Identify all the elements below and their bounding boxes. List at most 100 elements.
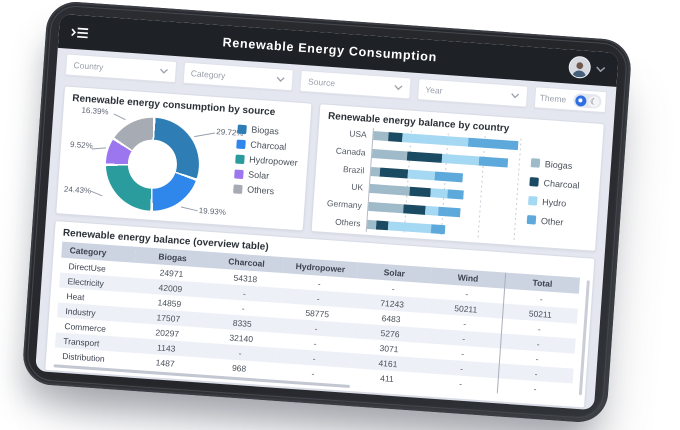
light-mode-icon	[574, 94, 587, 107]
bar-segment	[438, 206, 462, 218]
filter-label: Source	[307, 76, 336, 89]
bar-category-label: Germany	[326, 198, 363, 211]
callout-label: 9.52%	[69, 139, 94, 151]
legend-item: Others	[232, 183, 296, 197]
callout-line	[91, 147, 106, 150]
dashboard-content: Renewable energy consumption by source 2…	[35, 79, 614, 410]
filter-label: Country	[73, 59, 104, 73]
legend-item: Hydropower	[234, 153, 299, 168]
stacked-bar	[368, 202, 517, 221]
legend-label: Charcoal	[249, 139, 287, 152]
filter-bar: Country Category Source	[56, 48, 617, 118]
plot-area	[366, 128, 523, 243]
legend-label: Hydropower	[248, 154, 299, 168]
chevron-down-icon	[159, 68, 168, 75]
callout-line	[194, 132, 216, 138]
legend-label: Other	[540, 215, 564, 228]
bar-segment	[388, 132, 403, 143]
bar-chart-card: Renewable energy balance by country USA C…	[310, 103, 605, 252]
bar-segment	[373, 131, 389, 142]
user-menu[interactable]	[567, 55, 606, 81]
legend-swatch	[529, 177, 539, 187]
legend-swatch	[237, 124, 247, 134]
callout-line	[113, 113, 126, 121]
chevron-down-icon	[276, 76, 285, 83]
bar-segment	[369, 184, 411, 197]
legend-item: Solar	[233, 168, 297, 182]
source-filter-dropdown[interactable]: Source	[299, 69, 412, 100]
legend-label: Others	[246, 184, 275, 197]
legend-label: Hydro	[541, 196, 567, 209]
bar-segment	[430, 224, 445, 235]
legend-item: Biogas	[530, 158, 594, 172]
legend-label: Biogas	[251, 124, 280, 137]
stacked-bar	[373, 131, 522, 151]
bar-segment	[430, 188, 448, 199]
legend-swatch	[234, 153, 245, 164]
bar-segment	[401, 133, 469, 147]
bar-segment	[409, 187, 432, 198]
vertical-scrollbar[interactable]	[578, 280, 590, 396]
legend-swatch	[527, 196, 538, 206]
legend-item: Biogas	[237, 124, 300, 138]
bar-segment	[434, 171, 464, 183]
legend-label: Biogas	[544, 158, 573, 171]
donut-chart: 29.72% 19.93% 24.43% 9.52% 16.39% Biogas…	[64, 105, 302, 227]
callout-label: 19.93%	[198, 206, 227, 217]
donut-chart-card: Renewable energy consumption by source 2…	[55, 85, 313, 232]
bar-segment	[468, 137, 518, 151]
year-filter-dropdown[interactable]: Year	[416, 78, 529, 108]
callout-label: 16.39%	[81, 105, 109, 117]
legend-swatch	[232, 183, 243, 194]
chevron-down-icon	[510, 93, 520, 100]
bar-category-label: UK	[350, 182, 364, 193]
bar-segment	[408, 169, 436, 181]
donut-ring	[102, 114, 203, 214]
category-filter-dropdown[interactable]: Category	[182, 61, 294, 92]
chevron-down-icon[interactable]	[595, 65, 606, 73]
y-axis-labels: USA Canada Brazil UK Germany Others	[320, 125, 373, 232]
table-card: Renewable energy balance (overview table…	[44, 220, 596, 409]
bar-segment	[368, 202, 404, 214]
bar-category-label: Brazil	[342, 163, 365, 176]
legend-label: Charcoal	[543, 177, 580, 191]
app-bar: Renewable Energy Consumption	[57, 13, 619, 87]
bar-chart: USA Canada Brazil UK Germany Others Biogas Cha…	[320, 125, 594, 247]
donut-legend: Biogas Charcoal Hydropower Solar Others	[232, 124, 300, 198]
legend-item: Hydro	[527, 196, 591, 210]
bar-segment	[424, 206, 439, 216]
moon-icon: ☾	[587, 95, 600, 108]
legend-item: Charcoal	[236, 139, 299, 153]
theme-toggle[interactable]: ☾	[572, 92, 602, 109]
legend-item: Charcoal	[529, 177, 592, 191]
callout-line	[90, 190, 103, 197]
bar-category-label: Others	[334, 216, 361, 229]
bar-segment	[376, 220, 389, 231]
bar-segment	[372, 148, 407, 161]
bar-category-label: USA	[349, 128, 368, 140]
stacked-bar	[370, 166, 520, 186]
theme-control: Theme ☾	[533, 86, 608, 114]
bar-segment	[441, 153, 480, 166]
stacked-bar	[367, 219, 516, 239]
dashboard-screen: Renewable Energy Consumption	[35, 13, 619, 411]
bar-segment	[402, 204, 426, 216]
legend-item: Other	[526, 214, 590, 228]
filter-label: Category	[190, 68, 226, 81]
legend-swatch	[236, 139, 246, 149]
legend-swatch	[526, 214, 537, 225]
bar-legend: Biogas Charcoal Hydro Other	[515, 138, 594, 247]
legend-label: Solar	[247, 169, 270, 181]
stacked-bar	[369, 184, 519, 203]
callout-line	[180, 206, 198, 212]
legend-swatch	[530, 158, 541, 168]
stacked-bar	[372, 148, 521, 168]
legend-swatch	[233, 168, 244, 179]
user-avatar-icon[interactable]	[567, 55, 592, 80]
country-filter-dropdown[interactable]: Country	[64, 53, 177, 84]
chevron-down-icon	[393, 84, 403, 91]
sidebar-toggle-icon[interactable]	[70, 25, 91, 40]
bar-segment	[406, 151, 443, 163]
bar-segment	[387, 221, 432, 234]
